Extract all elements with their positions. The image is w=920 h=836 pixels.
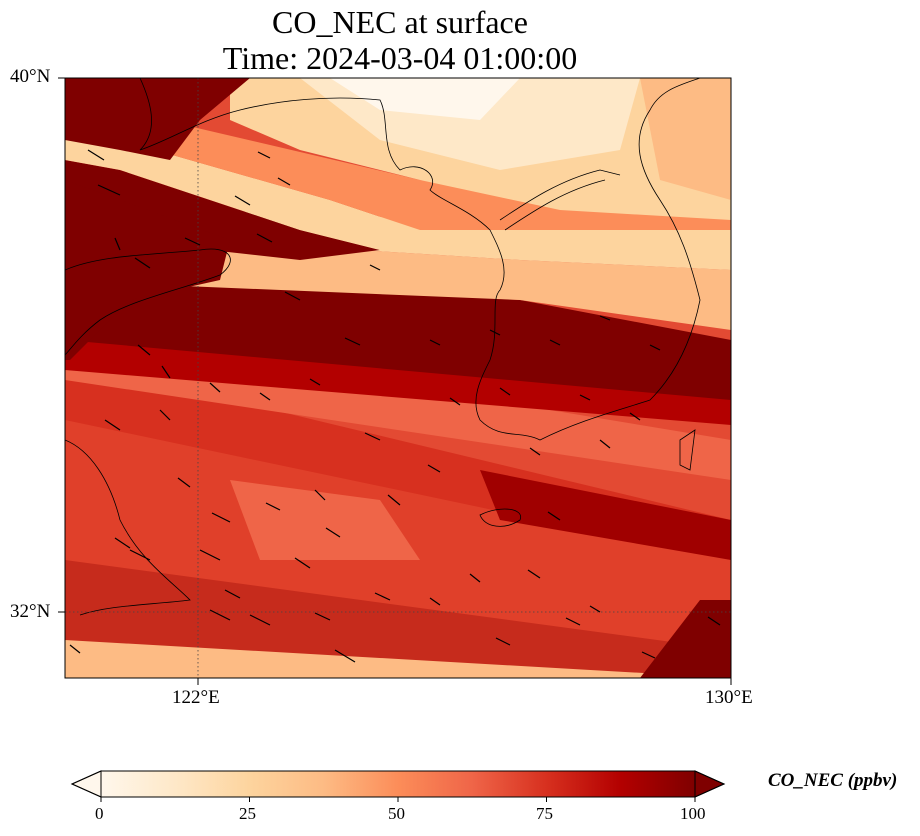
coastlines — [65, 78, 701, 616]
colorbar — [70, 770, 726, 802]
map-frame — [64, 77, 732, 679]
wind-vectors — [69, 149, 721, 663]
colorbar-tick-label: 25 — [239, 804, 256, 823]
map-subtitle-time: Time: 2024-03-04 01:00:00 — [222, 40, 578, 76]
lat-tick-label: 32°N — [10, 601, 51, 622]
tick-marks — [58, 77, 732, 685]
lon-tick-label: 122°E — [172, 687, 220, 708]
colorbar-tick-label: 100 — [680, 804, 706, 823]
map-title: CO_NEC at surface — [272, 4, 528, 40]
concentration-field — [65, 78, 731, 678]
colorbar-tick-label: 0 — [95, 804, 104, 823]
lat-tick-label: 40°N — [10, 66, 51, 87]
colorbar-label: CO_NEC (ppbv) — [768, 770, 898, 791]
colorbar-tick-label: 75 — [536, 804, 553, 823]
lon-tick-label: 130°E — [705, 687, 753, 708]
colorbar-tick-label: 50 — [388, 804, 405, 823]
gridlines — [65, 78, 731, 678]
